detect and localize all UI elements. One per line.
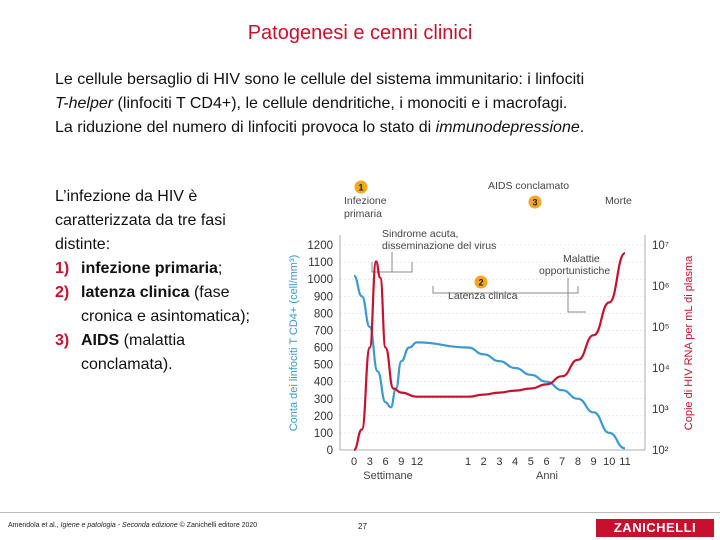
footer-divider bbox=[0, 512, 720, 513]
y-right-tick-1: 10⁶ bbox=[652, 281, 670, 293]
y-left-tick-6: 600 bbox=[314, 343, 333, 355]
phase-item-2: 2) latenza clinica (fase cronica e asinto… bbox=[55, 281, 285, 329]
intro-line-3: La riduzione del numero di linfociti pro… bbox=[55, 116, 695, 140]
y-left-tick-2: 1000 bbox=[307, 274, 333, 286]
intro-line-2: T-helper (linfociti T CD4+), le cellule … bbox=[55, 92, 695, 116]
x-year-tick-4: 5 bbox=[528, 456, 534, 468]
death-label: Morte bbox=[605, 195, 632, 207]
phase-cont-3: conclamata). bbox=[81, 356, 173, 373]
chart-tick-labels: 1200110010009008007006005004003002001000… bbox=[288, 240, 695, 482]
y-right-tick-4: 10³ bbox=[652, 404, 669, 416]
phase-num-1: 1) bbox=[55, 260, 70, 277]
phase-num-2: 2) bbox=[55, 284, 70, 301]
phases-intro-1: L’infezione da HIV è bbox=[55, 188, 198, 205]
phase-rest-1: ; bbox=[217, 260, 223, 277]
y-left-tick-0: 1200 bbox=[307, 240, 333, 252]
intro-line-3-end: . bbox=[579, 119, 585, 136]
opp-label-2: opportunistiche bbox=[539, 265, 610, 277]
y-right-axis-title: Copie di HIV RNA per mL di plasma bbox=[683, 255, 695, 430]
x-year-tick-5: 6 bbox=[543, 456, 549, 468]
phase-name-2: latenza clinica bbox=[81, 284, 190, 301]
intro-text: Le cellule bersaglio di HIV sono le cell… bbox=[55, 68, 695, 140]
x-week-tick-0: 0 bbox=[351, 456, 357, 468]
x-week-tick-1: 3 bbox=[367, 456, 373, 468]
y-left-tick-12: 0 bbox=[327, 445, 333, 457]
phase-name-1: infezione primaria bbox=[81, 260, 218, 277]
x-year-tick-10: 11 bbox=[619, 456, 630, 468]
phase-item-3: 3) AIDS (malattia conclamata). bbox=[55, 329, 285, 377]
intro-line-1: Le cellule bersaglio di HIV sono le cell… bbox=[55, 71, 585, 88]
y-left-tick-10: 200 bbox=[314, 411, 333, 423]
x-year-tick-8: 9 bbox=[591, 456, 597, 468]
acute-label-2: disseminazione del virus bbox=[382, 240, 496, 252]
chart-series bbox=[353, 252, 626, 452]
hiv-rna-line bbox=[353, 252, 626, 452]
x-years-label: Anni bbox=[536, 470, 558, 482]
aids-label: AIDS conclamato bbox=[488, 180, 569, 192]
hiv-chart: 1200110010009008007006005004003002001000… bbox=[288, 180, 695, 482]
x-year-tick-9: 10 bbox=[603, 456, 615, 468]
chart-axes bbox=[339, 235, 646, 451]
y-right-tick-2: 10⁵ bbox=[652, 322, 670, 334]
phases-intro-3: distinte: bbox=[55, 236, 111, 253]
phase1-badge-circle bbox=[354, 180, 368, 194]
x-year-tick-7: 8 bbox=[575, 456, 581, 468]
page-title: Patogenesi e cenni clinici bbox=[247, 22, 473, 44]
y-left-tick-8: 400 bbox=[314, 377, 333, 389]
y-right-tick-3: 10⁴ bbox=[652, 363, 670, 375]
x-weeks-label: Settimane bbox=[363, 470, 413, 482]
y-right-tick-0: 10⁷ bbox=[652, 240, 669, 252]
x-year-tick-0: 1 bbox=[465, 456, 471, 468]
phases-text: L’infezione da HIV è caratterizzata da t… bbox=[55, 185, 285, 377]
y-left-tick-7: 500 bbox=[314, 360, 333, 372]
phase-rest-3: (malattia bbox=[119, 332, 186, 349]
acute-label-1: Sindrome acuta, bbox=[382, 228, 458, 240]
y-left-tick-1: 1100 bbox=[308, 257, 333, 269]
phase-rest-2: (fase bbox=[189, 284, 230, 301]
footer-publisher: © Zanichelli editore 2020 bbox=[177, 522, 258, 529]
phase-name-3: AIDS bbox=[81, 332, 120, 349]
publisher-logo: ZANICHELLI bbox=[596, 519, 714, 537]
x-week-tick-4: 12 bbox=[411, 456, 423, 468]
footer-credit: Amendola et al., Igiene e patologia - Se… bbox=[8, 522, 257, 529]
intro-line-3-start: La riduzione del numero di linfociti pro… bbox=[55, 119, 436, 136]
y-right-tick-5: 10² bbox=[652, 445, 669, 457]
phase1-badge-number: 1 bbox=[358, 183, 363, 193]
intro-italic-thelper: T-helper bbox=[55, 95, 114, 112]
opp-leader bbox=[567, 278, 586, 313]
x-week-tick-2: 6 bbox=[382, 456, 388, 468]
y-left-tick-4: 800 bbox=[314, 308, 333, 320]
latency-bracket bbox=[432, 286, 579, 294]
y-left-tick-9: 300 bbox=[314, 394, 333, 406]
footer-book: Igiene e patologia - Seconda edizione bbox=[60, 522, 178, 529]
phase1-label-2: primaria bbox=[344, 208, 382, 220]
x-year-tick-6: 7 bbox=[559, 456, 565, 468]
y-left-tick-11: 100 bbox=[314, 428, 333, 440]
x-week-tick-3: 9 bbox=[398, 456, 404, 468]
phase1-label-1: Infezione bbox=[344, 195, 387, 207]
y-left-tick-5: 700 bbox=[314, 325, 333, 337]
phase-cont-2: cronica e asintomatica); bbox=[81, 308, 250, 325]
phases-intro-2: caratterizzata da tre fasi bbox=[55, 212, 226, 229]
phase3-badge-number: 3 bbox=[532, 198, 537, 208]
intro-italic-immuno: immunodepressione bbox=[435, 119, 580, 136]
phase2-label: Latenza clinica bbox=[448, 290, 518, 302]
intro-line-2-rest: (linfociti T CD4+), le cellule dendritic… bbox=[113, 95, 568, 112]
phase-num-3: 3) bbox=[55, 332, 70, 349]
footer-authors: Amendola et al., bbox=[8, 522, 61, 529]
page-number: 27 bbox=[358, 522, 367, 531]
phase3-badge-circle bbox=[528, 195, 542, 209]
phase2-badge-number: 2 bbox=[478, 278, 483, 288]
phase2-badge-circle bbox=[474, 275, 488, 289]
y-left-tick-3: 900 bbox=[314, 291, 333, 303]
x-year-tick-3: 4 bbox=[512, 456, 518, 468]
x-year-tick-2: 3 bbox=[496, 456, 502, 468]
x-year-tick-1: 2 bbox=[481, 456, 487, 468]
y-left-axis-title: Conta dei linfociti T CD4+ (cell/mm³) bbox=[288, 255, 300, 432]
phase-item-1: 1) infezione primaria; bbox=[55, 257, 285, 281]
opp-label-1: Malattie bbox=[563, 253, 600, 265]
